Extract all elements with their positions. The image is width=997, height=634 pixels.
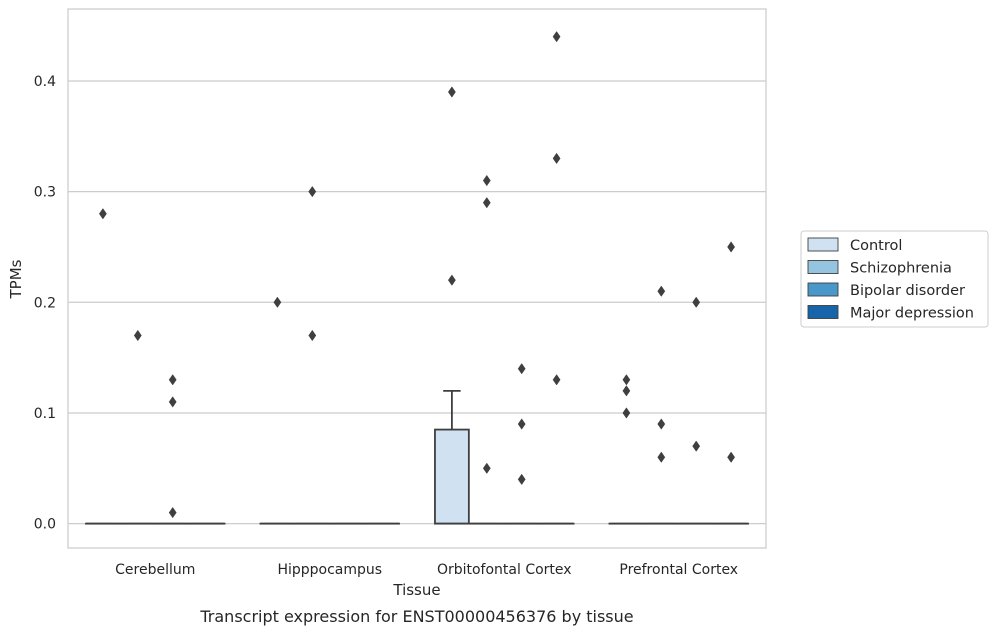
outlier-point: [447, 274, 456, 286]
chart-caption: Transcript expression for ENST0000045637…: [199, 607, 633, 626]
legend: Control Schizophrenia Bipolar disorder Majo…: [800, 230, 989, 328]
y-tick-label: 0.0: [34, 517, 56, 533]
outlier-point: [692, 440, 701, 452]
legend-label: Control: [850, 238, 902, 254]
legend-frame: [800, 230, 989, 328]
outlier-point: [622, 385, 631, 397]
outlier-point: [552, 152, 561, 165]
plot-frame: [67, 8, 767, 549]
outlier-point: [657, 285, 666, 297]
x-tick-label: Orbitofontal Cortex: [437, 562, 572, 578]
outlier-point: [168, 506, 177, 519]
outlier-point: [168, 374, 177, 386]
outlier-point: [622, 374, 631, 386]
outlier-point: [517, 363, 526, 375]
y-tick-label: 0.4: [34, 74, 56, 90]
x-tick-label: Prefrontal Cortex: [619, 562, 738, 578]
boxes: [85, 389, 749, 525]
outlier-point: [482, 174, 491, 187]
legend-item: Control: [807, 237, 902, 254]
outlier-point: [517, 418, 526, 430]
legend-label: Bipolar disorder: [850, 283, 965, 299]
legend-swatch: [807, 282, 839, 297]
x-axis-ticks: Cerebellum Hipppocampus Orbitofontal Corte…: [115, 562, 738, 578]
outlier-point: [447, 86, 456, 98]
outlier-point: [552, 31, 561, 43]
outlier-point: [308, 329, 317, 342]
legend-item: Bipolar disorder: [807, 282, 965, 299]
outlier-point: [168, 396, 177, 408]
box-control: [434, 389, 470, 525]
outlier-point: [552, 374, 561, 386]
x-axis-title: Tissue: [392, 581, 440, 599]
outlier-point: [727, 451, 736, 463]
outlier-point: [692, 296, 701, 308]
outlier-point: [517, 473, 526, 486]
plot-background: [68, 9, 766, 548]
legend-swatch: [807, 260, 839, 274]
legend-label: Major depression: [850, 306, 974, 322]
y-tick-label: 0.2: [34, 295, 56, 311]
outlier-point: [482, 462, 491, 474]
legend-item: Major depression: [807, 305, 974, 322]
outlier-points: [98, 31, 736, 519]
y-axis-ticks: 0.0 0.1 0.2 0.3 0.4: [34, 74, 56, 533]
x-tick-label: Cerebellum: [115, 562, 195, 578]
x-tick-label: Hipppocampus: [277, 562, 382, 578]
outlier-point: [727, 241, 736, 253]
outlier-point: [482, 197, 491, 209]
y-axis-title: TPMs: [7, 259, 25, 299]
legend-swatch: [807, 237, 839, 252]
outlier-point: [308, 185, 317, 198]
outlier-point: [273, 296, 282, 308]
outlier-point: [133, 329, 142, 342]
legend-label: Schizophrenia: [850, 261, 952, 277]
outlier-point: [657, 418, 666, 430]
legend-item: Schizophrenia: [807, 260, 952, 277]
legend-swatch: [807, 305, 839, 319]
outlier-point: [98, 208, 107, 220]
y-tick-label: 0.3: [34, 185, 56, 201]
y-tick-label: 0.1: [34, 406, 56, 422]
outlier-point: [657, 451, 666, 463]
outlier-point: [622, 407, 631, 419]
